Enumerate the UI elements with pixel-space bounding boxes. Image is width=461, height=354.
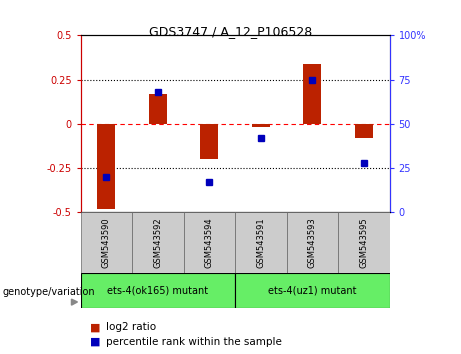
Bar [235, 212, 287, 273]
Bar [252, 124, 270, 127]
Polygon shape [71, 299, 77, 305]
Text: GSM543593: GSM543593 [308, 217, 317, 268]
Text: GSM543595: GSM543595 [359, 217, 368, 268]
Text: GDS3747 / A_12_P106528: GDS3747 / A_12_P106528 [149, 25, 312, 38]
Bar [201, 124, 219, 159]
Bar [132, 212, 183, 273]
Text: GSM543594: GSM543594 [205, 217, 214, 268]
Text: log2 ratio: log2 ratio [106, 322, 156, 332]
Text: ■: ■ [90, 322, 100, 332]
Text: GSM543592: GSM543592 [154, 217, 162, 268]
Bar [81, 273, 235, 308]
Text: percentile rank within the sample: percentile rank within the sample [106, 337, 282, 347]
Text: ■: ■ [90, 337, 100, 347]
Bar [97, 124, 115, 209]
Bar [149, 94, 167, 124]
Text: ets-4(ok165) mutant: ets-4(ok165) mutant [107, 285, 208, 295]
Bar [81, 212, 132, 273]
Bar [303, 64, 321, 124]
Text: genotype/variation: genotype/variation [2, 287, 95, 297]
Text: GSM543590: GSM543590 [102, 217, 111, 268]
Text: GSM543591: GSM543591 [256, 217, 266, 268]
Bar [183, 212, 235, 273]
Bar [287, 212, 338, 273]
Bar [338, 212, 390, 273]
Bar [355, 124, 373, 138]
Text: ets-4(uz1) mutant: ets-4(uz1) mutant [268, 285, 356, 295]
Bar [235, 273, 390, 308]
